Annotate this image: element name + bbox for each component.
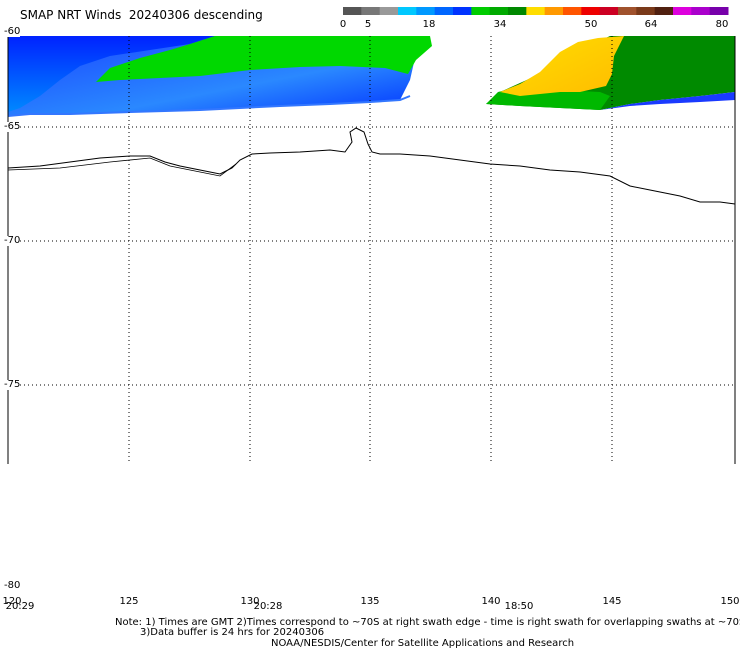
colorbar-segment — [636, 7, 656, 15]
colorbar-segment — [434, 7, 454, 15]
colorbar-segment — [398, 7, 417, 15]
lon-label-120: 120 — [2, 596, 22, 607]
colorbar-segment — [618, 7, 637, 15]
lon-label-130: 130 — [240, 596, 260, 607]
colorbar-segment — [343, 7, 362, 15]
swath-time-2: 20:28 — [253, 601, 283, 612]
colorbar-segment — [508, 7, 527, 15]
colorbar-segment — [581, 7, 601, 15]
lat-label-70: -70 — [4, 235, 21, 246]
colorbar-segment — [691, 7, 711, 15]
swath-west-edge — [7, 95, 411, 117]
colorbar-segment — [544, 7, 564, 15]
colorbar-label-5: 5 — [364, 19, 372, 30]
note-line-3: NOAA/NESDIS/Center for Satellite Applica… — [271, 638, 575, 649]
colorbar-label-34: 34 — [493, 19, 507, 30]
colorbar-segment — [416, 7, 436, 15]
colorbar-segment — [471, 7, 491, 15]
lon-label-125: 125 — [119, 596, 139, 607]
swath-time-3: 18:50 — [504, 601, 534, 612]
colorbar-segment — [526, 7, 546, 15]
wind-colorbar — [343, 7, 729, 15]
colorbar-segment — [361, 7, 381, 15]
colorbar-segment — [673, 7, 692, 15]
colorbar-segment — [489, 7, 509, 15]
note-line-2: 3)Data buffer is 24 hrs for 20240306 — [140, 627, 325, 638]
colorbar-label-64: 64 — [644, 19, 658, 30]
colorbar-segment — [379, 7, 399, 15]
colorbar-label-18: 18 — [422, 19, 436, 30]
lat-label-65: -65 — [4, 121, 21, 132]
lon-label-140: 140 — [481, 596, 501, 607]
lat-label-75: -75 — [4, 379, 21, 390]
swath-east-blue-edge — [600, 92, 735, 110]
swath-west-dark-blue — [8, 36, 215, 112]
colorbar-segment — [654, 7, 674, 15]
map-title: SMAP NRT Winds 20240306 descending — [20, 8, 263, 22]
colorbar-label-80: 80 — [715, 19, 729, 30]
colorbar-segment — [709, 7, 729, 15]
colorbar-segment — [453, 7, 472, 15]
swath-west-green — [96, 36, 432, 82]
note-line-1: Note: 1) Times are GMT 2)Times correspon… — [115, 617, 740, 628]
lon-label-150: 150 — [720, 596, 740, 607]
colorbar-label-0: 0 — [339, 19, 347, 30]
lon-label-135: 135 — [360, 596, 380, 607]
swath-time-1: 20:29 — [5, 601, 35, 612]
antarctic-coastline — [7, 127, 736, 205]
colorbar-segment — [563, 7, 582, 15]
swath-east-yellow — [500, 36, 624, 96]
colorbar-segment — [599, 7, 619, 15]
lon-label-145: 145 — [602, 596, 622, 607]
lat-label-60: -60 — [4, 26, 21, 37]
lat-label-80: -80 — [4, 580, 21, 591]
colorbar-label-50: 50 — [584, 19, 598, 30]
